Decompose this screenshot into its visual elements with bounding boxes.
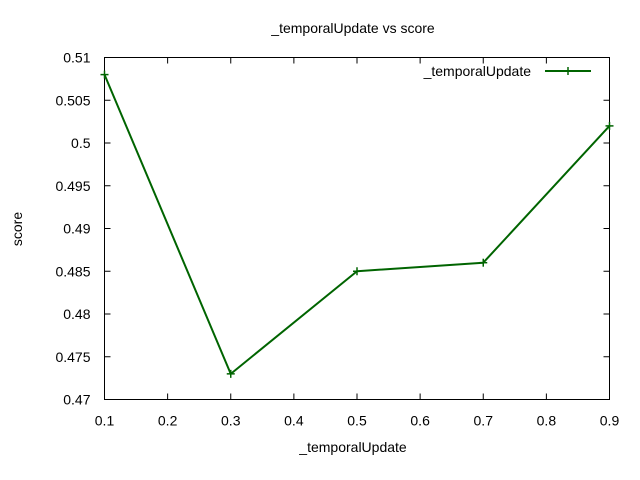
x-tick-label: 0.4 [284,413,304,429]
legend-marker-glyph [564,67,572,75]
legend-label: _temporalUpdate [423,63,532,79]
legend: _temporalUpdate [423,63,591,79]
x-tick-label: 0.7 [474,413,494,429]
y-tick-label: 0.475 [55,349,90,365]
x-tick-label: 0.8 [537,413,557,429]
data-point [353,267,361,276]
data-point [100,70,109,79]
series-line [103,74,611,375]
plot-frame [104,57,610,400]
x-tick-label: 0.2 [158,413,178,429]
y-tick-label: 0.49 [63,221,90,237]
chart-title: _temporalUpdate vs score [270,20,435,36]
data-point [479,258,488,267]
y-tick-label: 0.51 [63,50,90,66]
y-tick-label: 0.495 [55,178,90,194]
x-axis-title: _temporalUpdate [298,439,407,455]
x-tick-label: 0.1 [95,413,115,429]
x-tick-label: 0.6 [410,413,430,429]
y-tick-label: 0.485 [55,263,90,279]
x-tick-label: 0.3 [221,413,241,429]
y-tick-label: 0.47 [63,392,90,408]
legend-marker [564,67,572,75]
y-tick-label: 0.48 [63,306,90,322]
x-tick-label: 0.5 [347,413,367,429]
x-tick-label: 0.9 [600,413,620,429]
data-point [226,369,235,378]
y-tick-label: 0.505 [55,92,90,108]
y-axis-title: score [9,212,25,246]
data-point [605,121,614,130]
y-tick-label: 0.5 [71,135,91,151]
